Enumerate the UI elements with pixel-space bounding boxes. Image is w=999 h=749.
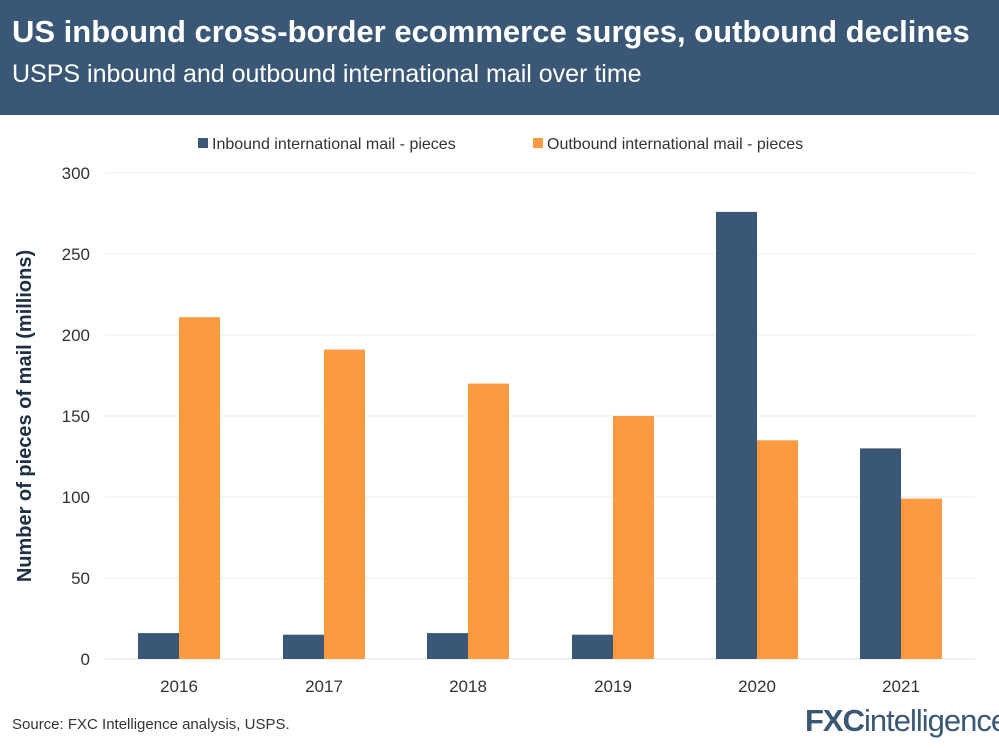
- y-tick-label: 100: [62, 488, 90, 507]
- bar-outbound-2018: [468, 383, 509, 659]
- bar-outbound-2019: [613, 416, 654, 659]
- bar-chart: 0 50 100 150 200 250 300 2016 2017 2018 2019 2020 20…: [14, 136, 975, 696]
- chart-subtitle: USPS inbound and outbound international …: [12, 60, 642, 88]
- header: US inbound cross-border ecommerce surges…: [0, 0, 999, 115]
- x-tick-label: 2017: [305, 677, 343, 696]
- y-tick-label: 250: [62, 245, 90, 264]
- y-axis-label: Number of pieces of mail (millions): [14, 250, 36, 582]
- bar-inbound-2019: [572, 634, 613, 659]
- bar-inbound-2018: [427, 633, 468, 659]
- chart-title: US inbound cross-border ecommerce surges…: [12, 14, 970, 49]
- bar-outbound-2021: [901, 498, 942, 659]
- fxc-logo: FXCintelligence: [805, 703, 999, 738]
- x-tick-label: 2019: [594, 677, 632, 696]
- bar-inbound-2017: [283, 634, 324, 659]
- bar-inbound-2021: [860, 448, 901, 659]
- source-note: Source: FXC Intelligence analysis, USPS.: [12, 716, 290, 733]
- y-tick-label: 0: [81, 650, 90, 669]
- x-tick-label: 2020: [738, 677, 776, 696]
- y-tick-label: 150: [62, 407, 90, 426]
- x-tick-label: 2021: [882, 677, 920, 696]
- y-tick-label: 300: [62, 164, 90, 183]
- x-tick-label: 2016: [160, 677, 198, 696]
- legend-label: Inbound international mail - pieces: [212, 136, 456, 153]
- legend-swatch: [198, 138, 208, 148]
- x-tick-label: 2018: [449, 677, 487, 696]
- legend-swatch: [533, 138, 543, 148]
- y-tick-label: 200: [62, 326, 90, 345]
- y-tick-label: 50: [71, 569, 90, 588]
- legend-label: Outbound international mail - pieces: [547, 136, 803, 153]
- bar-inbound-2016: [138, 633, 179, 659]
- bar-outbound-2016: [179, 317, 220, 659]
- bar-outbound-2020: [757, 440, 798, 659]
- bar-outbound-2017: [324, 349, 365, 659]
- bar-inbound-2020: [716, 211, 757, 659]
